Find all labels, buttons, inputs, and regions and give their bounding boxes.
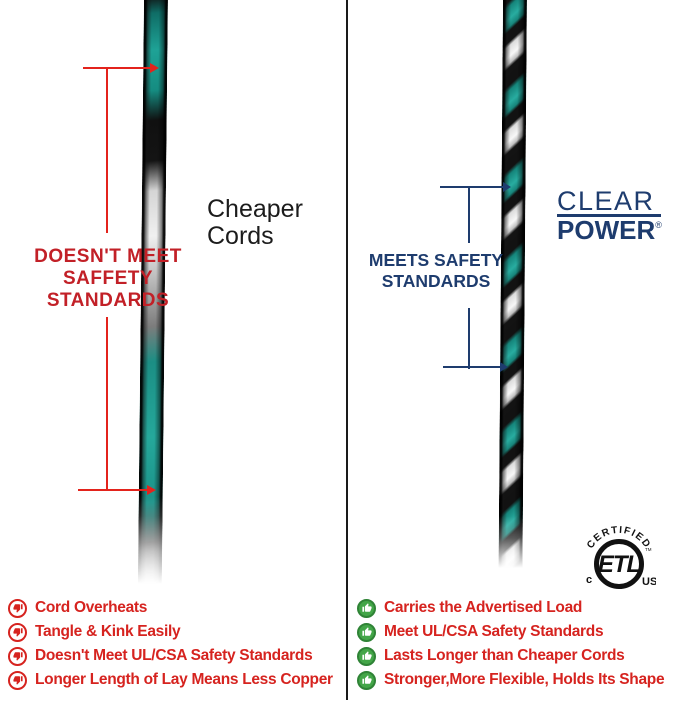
thumbs-up-icon <box>357 598 376 618</box>
blue-arrowhead-bottom-icon <box>500 362 508 372</box>
red-arrowhead-bottom-icon <box>147 485 156 495</box>
list-item-label: Tangle & Kink Easily <box>35 623 181 640</box>
red-bracket-upper-segment <box>106 67 108 233</box>
panel-divider-line <box>346 0 348 700</box>
list-item-label: Longer Length of Lay Means Less Copper <box>35 671 333 688</box>
list-item: Carries the Advertised Load <box>357 596 664 620</box>
blue-bracket-bottom-line <box>443 366 501 368</box>
etl-us-text: US <box>642 576 656 588</box>
list-item-label: Stronger,More Flexible, Holds Its Shape <box>384 671 665 688</box>
right-callout-text: MEETS SAFETY STANDARDS <box>368 250 504 291</box>
clear-power-logo: CLEAR POWER ® <box>557 186 662 245</box>
left-callout-text: DOESN'T MEET SAFFETY STANDARDS <box>34 246 182 311</box>
thumbs-up-icon <box>357 646 376 666</box>
blue-bracket-top-line <box>440 186 504 188</box>
brand-clear-text: CLEAR <box>557 186 655 216</box>
brand-underline <box>557 214 661 217</box>
brand-power-text: POWER <box>557 214 656 245</box>
blue-arrowhead-top-icon <box>503 182 511 192</box>
thumbs-down-icon <box>8 622 27 642</box>
list-item: Tangle & Kink Easily <box>8 620 333 644</box>
thumbs-up-icon <box>357 670 376 690</box>
blue-bracket-upper-segment <box>468 186 470 243</box>
etl-mark-text: ETL <box>598 551 641 578</box>
registered-trademark-icon: ® <box>655 219 662 230</box>
etl-c-text: c <box>586 574 592 586</box>
red-bracket-top-line <box>83 67 151 69</box>
blue-bracket-lower-segment <box>468 308 470 369</box>
cheaper-cords-label: Cheaper Cords <box>207 195 303 250</box>
list-item: Longer Length of Lay Means Less Copper <box>8 668 333 692</box>
list-item-label: Meet UL/CSA Safety Standards <box>384 623 604 640</box>
list-item: Meet UL/CSA Safety Standards <box>357 620 664 644</box>
pros-list: Carries the Advertised Load Meet UL/CSA … <box>357 596 665 692</box>
red-bracket-bottom-line <box>78 489 148 491</box>
thumbs-down-icon <box>8 670 27 690</box>
etl-certified-logo: CERTIFIED ETL TM c US <box>585 525 656 589</box>
thumbs-up-icon <box>357 622 376 642</box>
list-item: Doesn't Meet UL/CSA Safety Standards <box>8 644 333 668</box>
list-item: Cord Overheats <box>8 596 333 620</box>
list-item: Lasts Longer than Cheaper Cords <box>357 644 664 668</box>
thumbs-down-icon <box>8 646 27 666</box>
cons-list: Cord Overheats Tangle & Kink Easily Does… <box>8 596 333 692</box>
list-item-label: Cord Overheats <box>35 599 148 616</box>
etl-tm-text: TM <box>645 547 652 552</box>
etl-ring <box>594 539 644 589</box>
list-item-label: Carries the Advertised Load <box>384 599 583 616</box>
list-item: Stronger,More Flexible, Holds Its Shape <box>357 668 665 692</box>
red-arrowhead-top-icon <box>150 63 159 73</box>
list-item-label: Doesn't Meet UL/CSA Safety Standards <box>35 647 313 664</box>
red-bracket-lower-segment <box>106 317 108 491</box>
thumbs-down-icon <box>8 598 27 618</box>
list-item-label: Lasts Longer than Cheaper Cords <box>384 647 625 664</box>
